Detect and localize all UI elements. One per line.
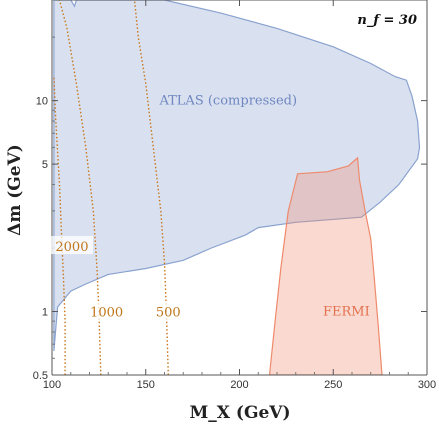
contour-label-2000: 2000 [55, 240, 88, 255]
contour-label-500: 500 [156, 305, 181, 320]
x-axis-title: M_X (GeV) [189, 403, 290, 423]
x-tick-label: 200 [230, 379, 248, 391]
contour-label-bg [151, 301, 186, 320]
nf-annotation: n_f = 30 [357, 13, 417, 28]
region-label: FERMI [323, 305, 370, 320]
contour-label-bg [85, 301, 128, 320]
y-tick-label: 5 [42, 159, 48, 171]
contour-label-bg [50, 236, 93, 255]
region-fermi [268, 156, 383, 375]
contour-label-1000: 1000 [90, 305, 123, 320]
regions-layer [53, 0, 421, 375]
labels-layer: ATLAS (compressed) FERMI 2000 1000 500 [50, 94, 370, 320]
y-tick-label: 10 [36, 96, 48, 108]
region-atlas-compressed [53, 0, 421, 352]
x-tick-label: 250 [324, 379, 342, 391]
y-tick-label: 0.5 [33, 370, 48, 382]
ticks-layer: 100 150 200 250 300 0.5 1 5 10 [33, 0, 436, 391]
x-tick-label: 100 [43, 379, 61, 391]
y-tick-label: 1 [42, 307, 48, 319]
x-tick-label: 300 [418, 379, 436, 391]
x-tick-label: 150 [137, 379, 155, 391]
y-axis-title: Δm (GeV) [5, 144, 25, 236]
region-label: ATLAS (compressed) [158, 94, 297, 109]
